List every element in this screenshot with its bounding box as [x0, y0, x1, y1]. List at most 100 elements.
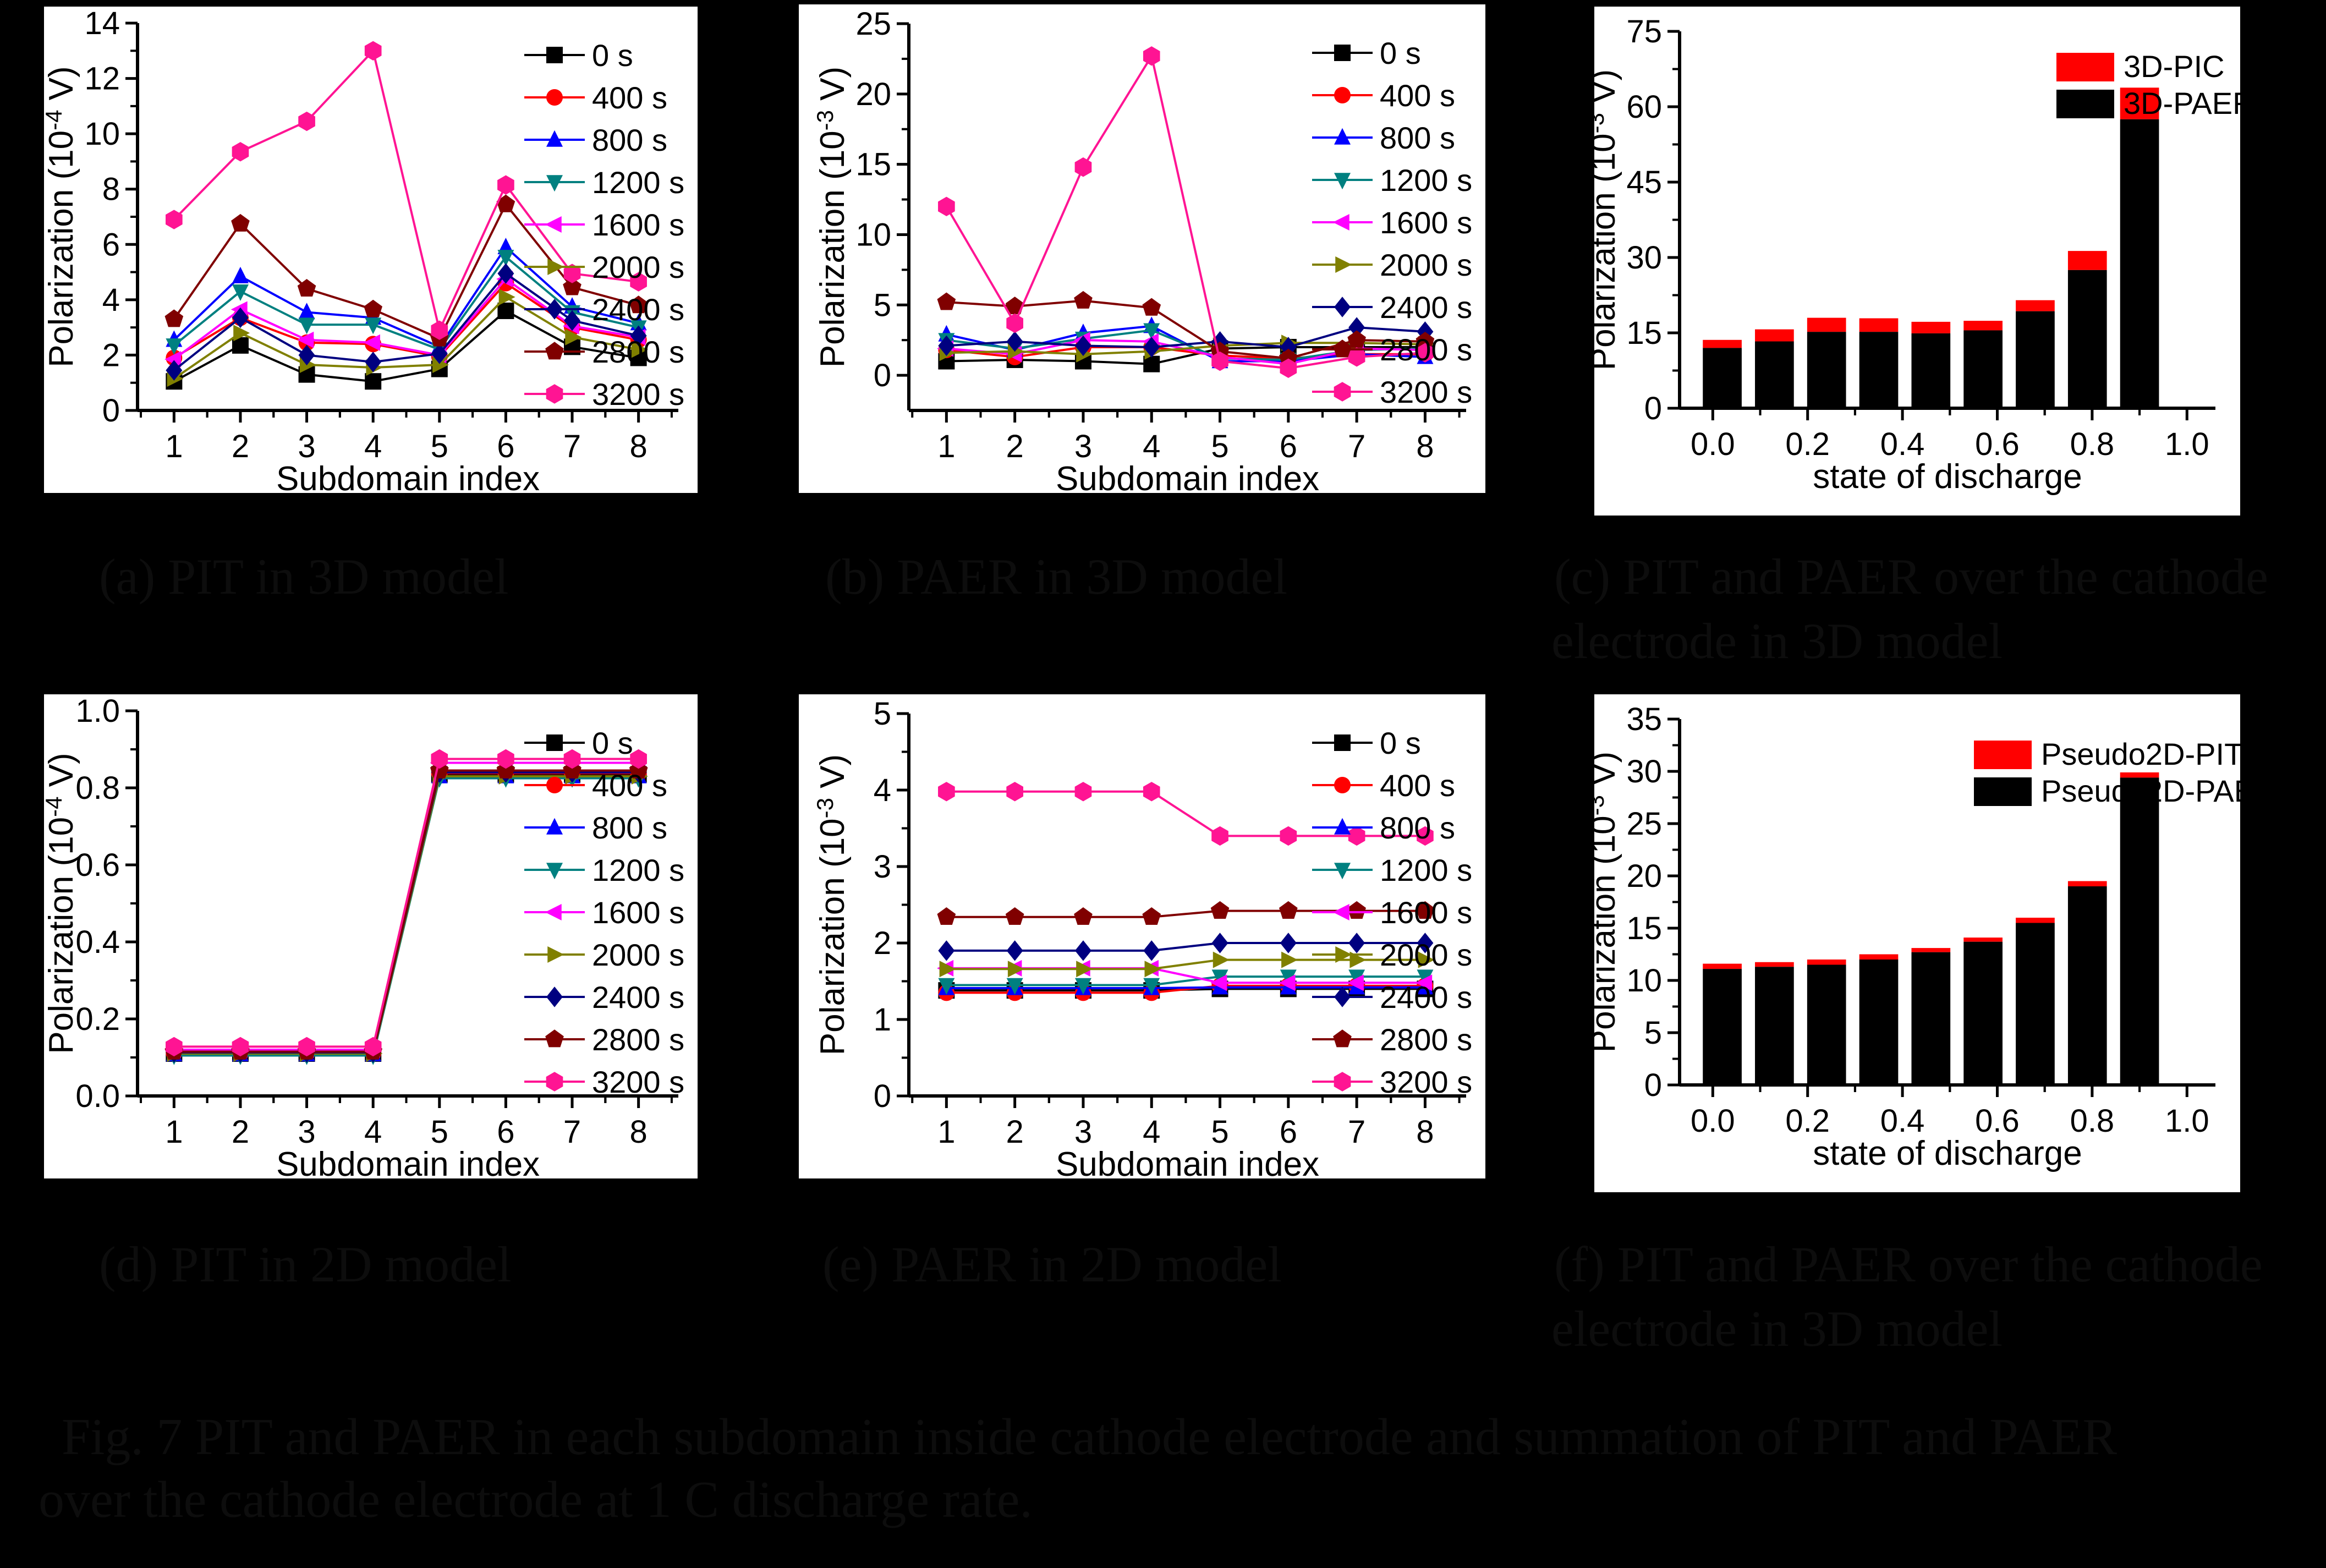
line-chart-pit-2d-panel: 1 2 3 4 5 6 7 8 0.0 0.2 0.4 0.6 0.8 1.0 Subdomain inde…: [44, 694, 698, 1178]
svg-text:1.0: 1.0: [75, 694, 120, 729]
svg-text:6: 6: [497, 429, 514, 464]
svg-text:1.0: 1.0: [2165, 1103, 2209, 1139]
svg-text:1: 1: [937, 429, 955, 464]
svg-text:2800 s: 2800 s: [1380, 1022, 1472, 1057]
line-chart-paer-3d-panel: 1 2 3 4 5 6 7 8 0 5 10 15 20 25 Subdomain index Polariz…: [799, 4, 1485, 493]
svg-text:2: 2: [102, 337, 120, 373]
line-chart-pit-3d-panel: 1 2 3 4 5 6 7 8 0 2 4 6 8 10 12 14 Subdomain index Polari…: [44, 7, 698, 493]
svg-text:1: 1: [165, 429, 183, 464]
svg-text:0.8: 0.8: [75, 770, 120, 806]
svg-text:1200 s: 1200 s: [592, 165, 684, 200]
svg-text:35: 35: [1626, 701, 1662, 737]
caption-e: (e) PAER in 2D model: [822, 1236, 1282, 1292]
svg-text:2000 s: 2000 s: [1380, 248, 1472, 282]
svg-text:1: 1: [165, 1114, 183, 1150]
svg-text:14: 14: [84, 7, 120, 41]
svg-text:20: 20: [855, 76, 891, 112]
svg-text:5: 5: [431, 429, 448, 464]
svg-text:5: 5: [874, 287, 891, 323]
svg-text:15: 15: [855, 147, 891, 183]
svg-text:1: 1: [874, 1002, 891, 1038]
svg-text:3: 3: [1074, 429, 1092, 464]
svg-text:state of discharge: state of discharge: [1813, 1134, 2082, 1172]
svg-text:7: 7: [1348, 1114, 1365, 1150]
svg-text:5: 5: [874, 696, 891, 732]
svg-text:1200 s: 1200 s: [1380, 853, 1472, 887]
caption-c-line2: electrode in 3D model: [1551, 613, 2003, 669]
svg-text:4: 4: [1143, 1114, 1160, 1150]
svg-text:0.8: 0.8: [2070, 1103, 2115, 1139]
svg-text:4: 4: [364, 429, 382, 464]
svg-text:3200 s: 3200 s: [1380, 375, 1472, 409]
svg-text:10: 10: [855, 217, 891, 253]
svg-text:400 s: 400 s: [1380, 78, 1455, 113]
svg-text:Subdomain index: Subdomain index: [276, 460, 540, 493]
svg-text:400 s: 400 s: [592, 768, 667, 803]
figure-caption-line1: Fig. 7 PIT and PAER in each subdomain in…: [62, 1408, 2117, 1466]
svg-text:Subdomain index: Subdomain index: [1056, 1145, 1319, 1178]
svg-text:3: 3: [298, 1114, 315, 1150]
svg-text:Pseudo2D-PAER: Pseudo2D-PAER: [2041, 774, 2240, 808]
svg-text:4: 4: [364, 1114, 382, 1150]
svg-text:25: 25: [1626, 806, 1662, 842]
svg-text:4: 4: [874, 772, 891, 808]
svg-text:0.0: 0.0: [75, 1078, 120, 1114]
caption-b: (b) PAER in 3D model: [825, 549, 1287, 605]
svg-text:45: 45: [1626, 165, 1662, 200]
svg-text:2: 2: [232, 1114, 249, 1150]
svg-text:0 s: 0 s: [1380, 36, 1421, 70]
svg-text:2000 s: 2000 s: [592, 250, 684, 284]
svg-text:75: 75: [1626, 14, 1662, 50]
line-chart-paer-2d-panel: 1 2 3 4 5 6 7 8 0 1 2 3 4 5 Subdomain index Polarizatio…: [799, 694, 1485, 1178]
svg-text:20: 20: [1626, 858, 1662, 894]
svg-text:1600 s: 1600 s: [592, 895, 684, 930]
svg-text:3: 3: [1074, 1114, 1092, 1150]
svg-text:0.6: 0.6: [75, 847, 120, 883]
line-chart-b: 1 2 3 4 5 6 7 8 0 5 10 15 20 25 Subdomain index Polariz…: [812, 6, 1472, 493]
bar-chart-c: 0.0 0.2 0.4 0.6 0.8 1.0 0 15 30 45 60 75 state of di…: [1594, 14, 2240, 496]
svg-text:Polarization (10-3 V): Polarization (10-3 V): [812, 754, 852, 1055]
svg-text:0.6: 0.6: [1975, 1103, 2020, 1139]
svg-text:4: 4: [1143, 429, 1160, 464]
svg-text:1.0: 1.0: [2165, 426, 2209, 462]
svg-text:8: 8: [629, 429, 647, 464]
svg-text:15: 15: [1626, 911, 1662, 946]
svg-text:800 s: 800 s: [592, 123, 667, 157]
svg-text:0: 0: [1644, 1067, 1662, 1103]
svg-text:3: 3: [874, 849, 891, 885]
svg-text:Polarization (10-4 V): Polarization (10-4 V): [44, 66, 80, 367]
svg-text:8: 8: [629, 1114, 647, 1150]
svg-text:8: 8: [1416, 429, 1434, 464]
svg-text:2400 s: 2400 s: [1380, 980, 1472, 1015]
svg-text:0.2: 0.2: [1785, 1103, 1830, 1139]
svg-text:0 s: 0 s: [592, 726, 633, 760]
caption-a: (a) PIT in 3D model: [99, 549, 509, 605]
svg-text:0: 0: [874, 358, 891, 393]
svg-text:800 s: 800 s: [1380, 810, 1455, 845]
svg-text:2: 2: [1006, 1114, 1024, 1150]
svg-text:2400 s: 2400 s: [592, 980, 684, 1015]
svg-text:8: 8: [102, 172, 120, 207]
svg-text:15: 15: [1626, 315, 1662, 351]
caption-d: (d) PIT in 2D model: [99, 1236, 512, 1292]
svg-text:25: 25: [855, 6, 891, 42]
svg-text:1200 s: 1200 s: [1380, 163, 1472, 198]
svg-text:0: 0: [102, 393, 120, 429]
svg-text:0: 0: [874, 1078, 891, 1114]
svg-text:0 s: 0 s: [1380, 726, 1421, 760]
svg-text:0.6: 0.6: [1975, 426, 2020, 462]
svg-text:2000 s: 2000 s: [1380, 937, 1472, 972]
bar-chart-pseudo2d-panel: 0.0 0.2 0.4 0.6 0.8 1.0 0 5 10 15 20 25 30 35 state of…: [1594, 694, 2240, 1192]
svg-text:7: 7: [563, 429, 581, 464]
svg-text:2000 s: 2000 s: [592, 937, 684, 972]
caption-f-line2: electrode in 3D model: [1551, 1301, 2003, 1357]
svg-text:2800 s: 2800 s: [1380, 332, 1472, 367]
svg-text:10: 10: [1626, 963, 1662, 999]
svg-text:1600 s: 1600 s: [1380, 205, 1472, 240]
svg-text:Polarization (10-3 V): Polarization (10-3 V): [812, 67, 852, 368]
svg-text:3200 s: 3200 s: [592, 377, 684, 412]
svg-text:Polarization (10-3 V): Polarization (10-3 V): [1594, 752, 1622, 1052]
svg-text:7: 7: [563, 1114, 581, 1150]
svg-text:4: 4: [102, 282, 120, 318]
